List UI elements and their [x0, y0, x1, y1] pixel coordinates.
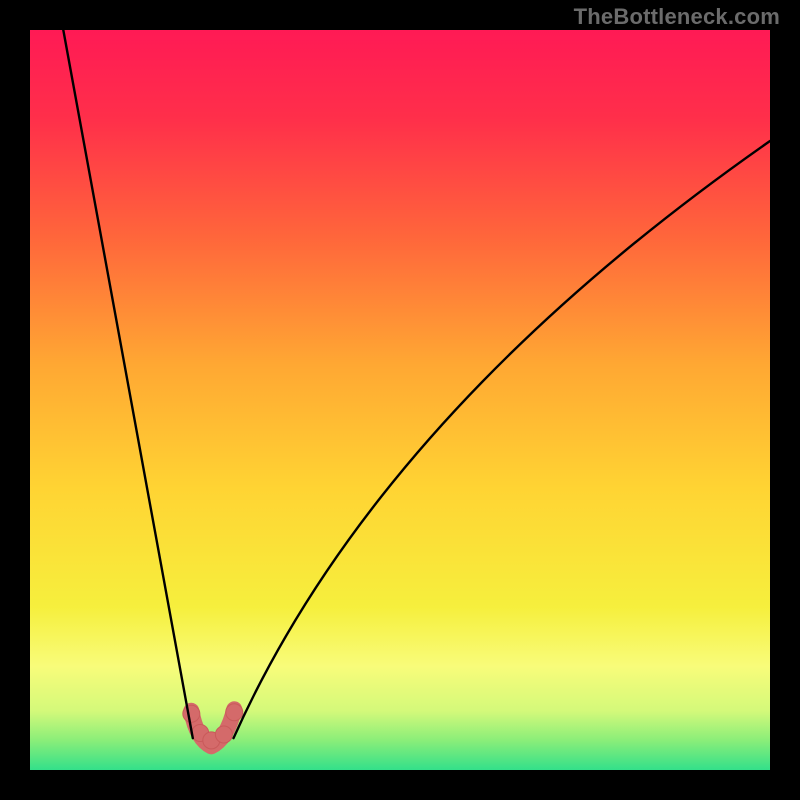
- bottleneck-chart-svg: [0, 0, 800, 800]
- valley-dot: [226, 704, 243, 721]
- plot-gradient-background: [30, 30, 770, 770]
- valley-dot: [215, 726, 232, 743]
- chart-stage: TheBottleneck.com: [0, 0, 800, 800]
- watermark-text: TheBottleneck.com: [574, 4, 780, 30]
- valley-dot: [183, 705, 200, 722]
